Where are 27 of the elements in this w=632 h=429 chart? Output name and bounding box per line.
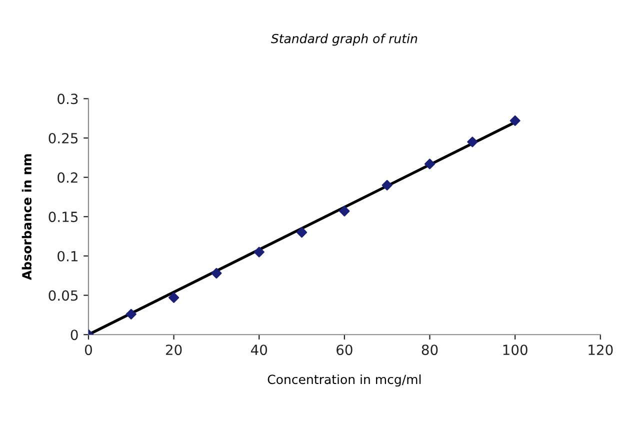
chart-title: Standard graph of rutin: [271, 34, 418, 46]
point: [382, 180, 392, 190]
y-tick-label: 0.25: [48, 132, 78, 144]
x-tick-label: 80: [422, 344, 438, 356]
point: [424, 158, 436, 170]
point: [339, 206, 350, 216]
x-tick-label: 100: [503, 344, 528, 356]
x-tick-label: 120: [588, 344, 613, 356]
y-tick-label: 0.3: [58, 94, 78, 104]
point: [254, 246, 264, 258]
point: [296, 227, 308, 238]
point: [211, 268, 222, 279]
point: [126, 308, 136, 320]
y-axis-title: Absorbance in nm: [22, 154, 32, 280]
y-tick-label: 0.05: [48, 290, 78, 301]
y-tick-label: 0.1: [58, 250, 78, 262]
x-tick-label: 60: [336, 344, 352, 356]
point: [168, 292, 180, 303]
y-tick-label: 0: [70, 330, 78, 340]
y-tick-label: 0.2: [58, 172, 78, 183]
x-tick-label: 0: [84, 344, 92, 356]
point: [467, 136, 478, 148]
x-tick-label: 20: [166, 344, 182, 356]
y-tick-label: 0.15: [48, 212, 78, 222]
point: [510, 115, 520, 126]
x-tick-label: 40: [250, 344, 268, 356]
x-axis-title: Concentration in mcg/ml: [268, 374, 421, 387]
